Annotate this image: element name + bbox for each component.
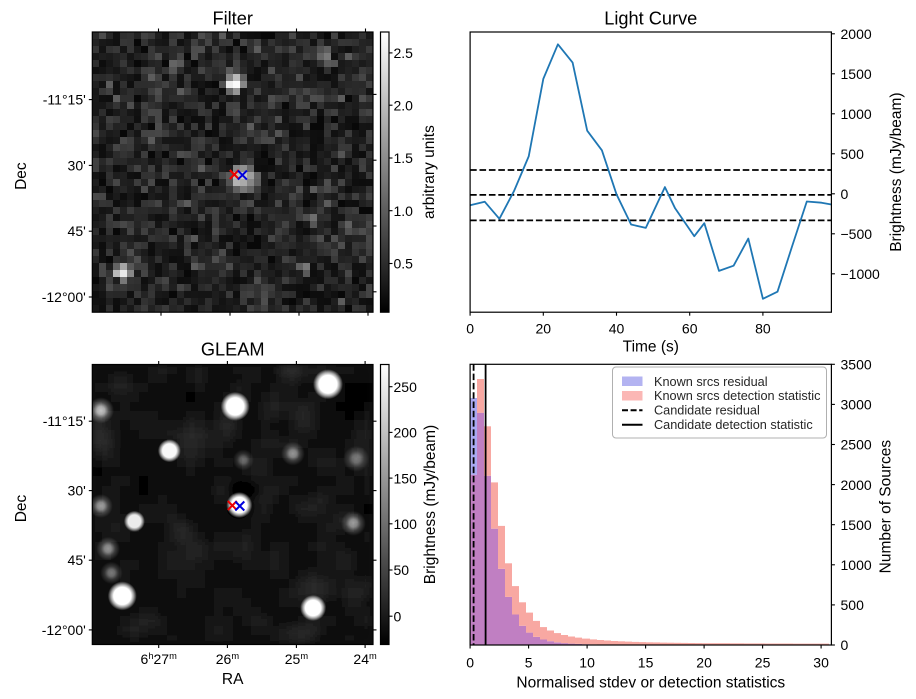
svg-text:-11°15': -11°15' [43, 92, 86, 108]
svg-text:GLEAM: GLEAM [201, 340, 265, 360]
svg-text:45': 45' [68, 223, 86, 239]
svg-text:Number of Sources: Number of Sources [878, 440, 895, 574]
svg-text:Dec: Dec [13, 494, 30, 522]
svg-text:Candidate residual: Candidate residual [654, 403, 760, 417]
svg-text:−500: −500 [841, 226, 873, 242]
svg-text:0: 0 [394, 608, 402, 624]
svg-text:-11°15': -11°15' [43, 413, 86, 429]
svg-text:1500: 1500 [841, 517, 872, 533]
svg-text:50: 50 [394, 562, 410, 578]
svg-text:Normalised stdev or detection: Normalised stdev or detection statistics [516, 675, 785, 692]
svg-text:150: 150 [394, 470, 418, 486]
svg-text:10: 10 [579, 654, 595, 670]
svg-text:0.5: 0.5 [394, 256, 414, 272]
svg-text:5: 5 [525, 654, 533, 670]
svg-text:25: 25 [755, 654, 771, 670]
svg-text:-12°00': -12°00' [42, 622, 86, 638]
svg-text:Filter: Filter [212, 9, 252, 29]
svg-text:1.5: 1.5 [394, 150, 414, 166]
svg-text:Dec: Dec [13, 162, 30, 190]
svg-text:500: 500 [841, 597, 865, 613]
svg-text:80: 80 [755, 321, 771, 337]
svg-text:30: 30 [813, 654, 829, 670]
svg-text:15: 15 [638, 654, 654, 670]
svg-text:arbitrary units: arbitrary units [421, 125, 438, 219]
svg-text:2000: 2000 [841, 26, 872, 42]
svg-text:3000: 3000 [841, 397, 872, 413]
svg-text:-12°00': -12°00' [42, 289, 86, 305]
svg-text:60: 60 [682, 321, 698, 337]
svg-text:2.0: 2.0 [394, 97, 414, 113]
svg-text:1000: 1000 [841, 557, 872, 573]
svg-text:1000: 1000 [841, 106, 872, 122]
svg-text:500: 500 [841, 146, 865, 162]
svg-text:2.5: 2.5 [394, 45, 414, 61]
svg-text:0: 0 [841, 637, 849, 653]
svg-text:0: 0 [841, 186, 849, 202]
svg-text:20: 20 [536, 321, 552, 337]
svg-text:Time (s): Time (s) [623, 339, 679, 356]
svg-text:40: 40 [609, 321, 625, 337]
svg-text:20: 20 [696, 654, 712, 670]
svg-text:Light Curve: Light Curve [604, 9, 697, 29]
svg-text:0: 0 [466, 321, 474, 337]
svg-text:Brightness (mJy/beam): Brightness (mJy/beam) [888, 92, 905, 251]
svg-text:0: 0 [466, 654, 474, 670]
svg-text:100: 100 [394, 516, 418, 532]
svg-text:Candidate detection statistic: Candidate detection statistic [654, 418, 813, 432]
svg-text:250: 250 [394, 379, 418, 395]
svg-text:1500: 1500 [841, 66, 872, 82]
svg-text:−1000: −1000 [841, 266, 881, 282]
svg-text:1.0: 1.0 [394, 203, 414, 219]
svg-text:RA: RA [222, 671, 244, 688]
svg-text:200: 200 [394, 425, 418, 441]
svg-text:30': 30' [68, 483, 86, 499]
svg-text:2000: 2000 [841, 477, 872, 493]
svg-text:3500: 3500 [841, 357, 872, 373]
svg-text:2500: 2500 [841, 437, 872, 453]
svg-text:Known srcs residual: Known srcs residual [654, 375, 768, 389]
svg-text:30': 30' [68, 157, 86, 173]
svg-text:Brightness (mJy/beam): Brightness (mJy/beam) [422, 425, 439, 584]
svg-text:Known srcs detection statistic: Known srcs detection statistic [654, 389, 821, 403]
svg-text:45': 45' [68, 552, 86, 568]
